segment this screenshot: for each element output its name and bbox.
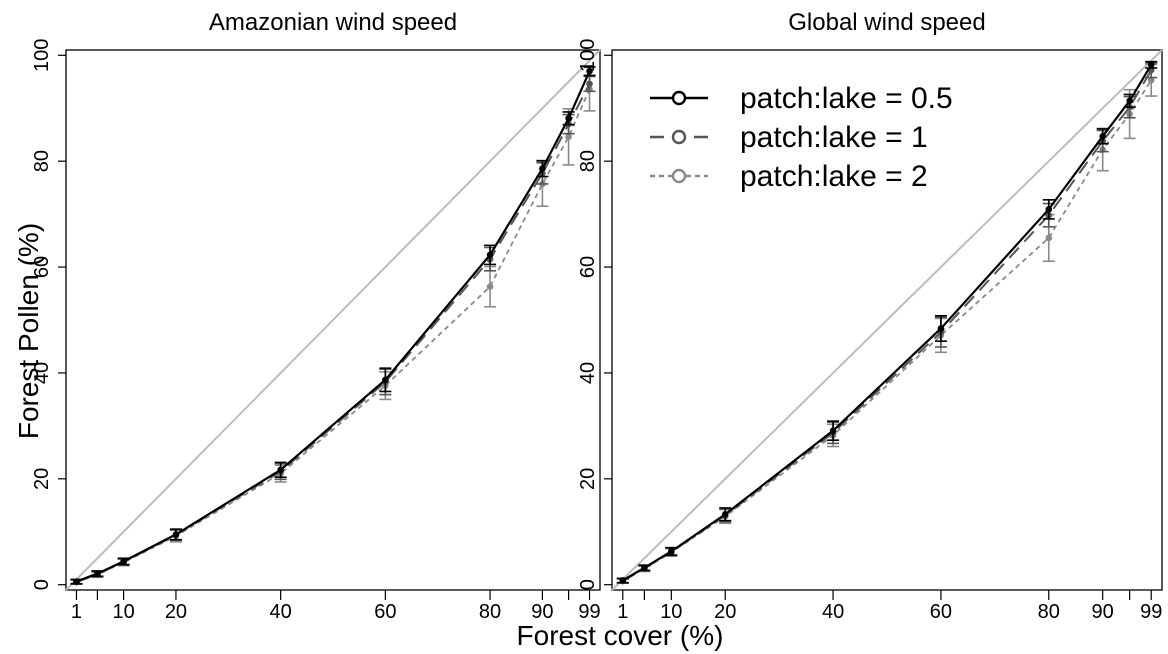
series-line [622, 79, 1152, 582]
x-tick-label: 80 [1038, 601, 1060, 623]
x-tick-label: 10 [660, 601, 682, 623]
chart-title: Global wind speed [788, 9, 985, 36]
data-point [1045, 206, 1053, 213]
x-tick-label: 80 [479, 601, 501, 623]
data-point [120, 558, 127, 565]
y-tick-label: 0 [31, 579, 53, 590]
y-tick-label: 100 [31, 39, 53, 72]
legend-marker [671, 90, 687, 106]
y-tick-label: 60 [31, 256, 53, 278]
legend-label: patch:lake = 0.5 [740, 82, 953, 115]
data-point [1147, 61, 1155, 69]
data-point [382, 376, 389, 384]
legend: patch:lake = 0.5 patch:lake = 1 patch:lake… [650, 82, 953, 193]
legend-label: patch:lake = 2 [740, 160, 928, 193]
data-point [641, 564, 648, 572]
x-tick-label: 90 [1092, 601, 1114, 623]
x-tick-label: 1 [71, 601, 82, 623]
legend-label: patch:lake = 1 [740, 121, 928, 154]
x-tick-label: 40 [822, 601, 844, 623]
y-tick-label: 80 [31, 150, 53, 172]
x-axis-label: Forest cover (%) [517, 620, 724, 651]
y-tick-label: 20 [31, 468, 53, 490]
y-tick-label: 40 [577, 362, 599, 384]
x-tick-label: 90 [531, 601, 553, 623]
x-tick-label: 40 [270, 601, 292, 623]
data-point [94, 570, 101, 577]
one-to-one-line [65, 49, 601, 591]
data-point [565, 114, 572, 122]
data-point [586, 67, 593, 75]
data-point [539, 165, 546, 172]
data-point [1045, 234, 1053, 242]
series-1 [70, 66, 596, 585]
data-point [277, 466, 284, 474]
x-tick-label: 60 [374, 601, 396, 623]
data-point [73, 578, 80, 585]
x-tick-label: 99 [1140, 601, 1162, 623]
x-tick-label: 10 [112, 601, 134, 623]
series-line [622, 69, 1153, 582]
data-point [565, 133, 572, 141]
series-line [622, 64, 1153, 582]
data-point [721, 510, 729, 518]
y-tick-label: 20 [577, 468, 599, 490]
y-tick-label: 40 [31, 362, 53, 384]
data-point [619, 577, 627, 584]
y-tick-label: 80 [577, 150, 599, 172]
series-line [76, 70, 591, 583]
y-tick-label: 0 [577, 579, 599, 590]
series-line [76, 88, 591, 583]
y-tick-label: 100 [577, 39, 599, 72]
data-point [829, 427, 837, 434]
one-to-one-line [611, 49, 1163, 591]
x-tick-label: 99 [578, 601, 600, 623]
legend-marker [671, 168, 687, 184]
data-point [1099, 132, 1106, 140]
panel-amazonian: Amazonian wind speed 1 10 20 40 60 80 90 99 0 20 40… [31, 9, 601, 623]
data-point [172, 531, 180, 538]
series-1 [616, 60, 1158, 584]
y-axis-label: Forest Pollen (%) [13, 223, 44, 439]
data-point [668, 548, 675, 555]
y-tick-label: 60 [577, 256, 599, 278]
panel-global: Global wind speed 1 10 20 40 60 80 90 99 0 20 40 60 8… [577, 9, 1163, 623]
x-tick-label: 1 [617, 601, 628, 623]
data-point [486, 283, 494, 290]
data-point [486, 251, 494, 259]
chart-title: Amazonian wind speed [209, 9, 457, 36]
data-point [1126, 97, 1133, 105]
series-line [76, 83, 591, 583]
plot-frame [65, 49, 601, 591]
x-tick-label: 20 [714, 601, 736, 623]
data-point [937, 325, 945, 332]
series-2 [70, 75, 596, 586]
legend-marker [671, 129, 687, 145]
plot-frame [611, 49, 1163, 591]
x-tick-label: 60 [930, 601, 952, 623]
data-point [586, 80, 593, 88]
x-tick-label: 20 [165, 601, 187, 623]
